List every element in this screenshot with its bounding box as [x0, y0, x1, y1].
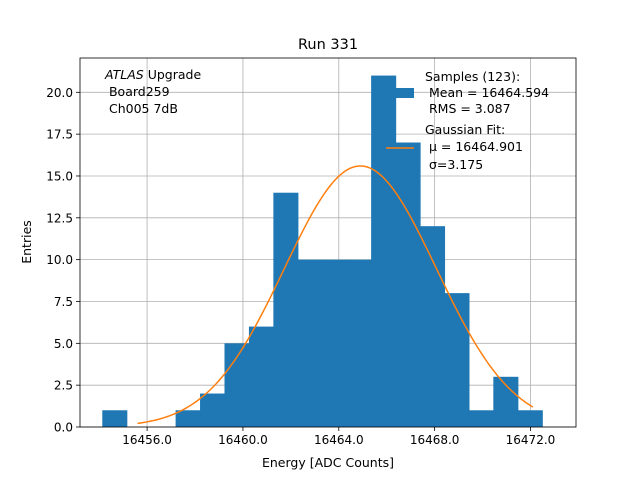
x-tick-label: 16456.0 — [122, 433, 172, 447]
histogram-bar — [200, 393, 226, 427]
histogram-bar — [371, 75, 397, 428]
upgrade-label: Upgrade — [144, 67, 202, 82]
svg-text:ATLAS Upgrade: ATLAS Upgrade — [104, 67, 201, 82]
x-axis-ticks: 16456.0 16460.0 16464.0 16468.0 16472.0 — [122, 427, 555, 447]
channel-label: Ch005 7dB — [105, 101, 178, 116]
histogram-bar — [444, 293, 470, 427]
histogram-bar — [346, 259, 372, 427]
y-tick-label: 2.5 — [54, 379, 73, 393]
y-tick-label: 7.5 — [54, 295, 73, 309]
histogram-bar — [395, 142, 421, 428]
legend-samples-mean: Mean = 16464.594 — [425, 85, 549, 100]
histogram-bars — [102, 75, 543, 428]
histogram-bar — [468, 410, 494, 427]
histogram-bar — [297, 259, 323, 427]
y-tick-label: 12.5 — [46, 211, 73, 225]
gaussian-fit-curve — [137, 165, 534, 425]
atlas-annotation: ATLAS Upgrade Board259 Ch005 7dB — [104, 67, 201, 116]
histogram-bar — [102, 410, 128, 427]
legend-fit-title: Gaussian Fit: — [425, 122, 505, 137]
x-axis-label: Energy [ADC Counts] — [262, 455, 394, 470]
y-tick-label: 17.5 — [46, 128, 73, 142]
histogram-bar — [273, 192, 299, 427]
legend-fit-mu: μ = 16464.901 — [425, 139, 523, 154]
atlas-label: ATLAS — [104, 67, 144, 82]
legend-samples-rms: RMS = 3.087 — [425, 101, 511, 116]
legend: Samples (123): Mean = 16464.594 RMS = 3.… — [386, 69, 549, 172]
x-tick-label: 16464.0 — [314, 433, 364, 447]
axes-frame — [79, 57, 577, 428]
legend-samples-title: Samples (123): — [425, 69, 520, 84]
histogram-bar — [322, 259, 348, 427]
y-tick-label: 20.0 — [46, 86, 73, 100]
y-tick-label: 0.0 — [54, 421, 73, 435]
y-tick-label: 15.0 — [46, 169, 73, 183]
y-tick-label: 10.0 — [46, 253, 73, 267]
histogram-bar — [420, 226, 446, 427]
chart-title: Run 331 — [298, 37, 358, 53]
y-tick-label: 5.0 — [54, 337, 73, 351]
y-axis-label: Entries — [19, 220, 34, 264]
histogram-bar — [517, 410, 543, 427]
x-tick-label: 16460.0 — [218, 433, 268, 447]
x-tick-label: 16472.0 — [506, 433, 556, 447]
y-axis-ticks: 0.0 2.5 5.0 7.5 10.0 12.5 15.0 17.5 20.0 — [46, 86, 80, 435]
histogram-bar — [248, 326, 274, 427]
board-label: Board259 — [105, 84, 170, 99]
x-tick-label: 16468.0 — [410, 433, 460, 447]
legend-fit-sigma: σ=3.175 — [425, 157, 483, 172]
legend-samples-swatch — [386, 88, 414, 98]
histogram-bar — [175, 410, 201, 427]
